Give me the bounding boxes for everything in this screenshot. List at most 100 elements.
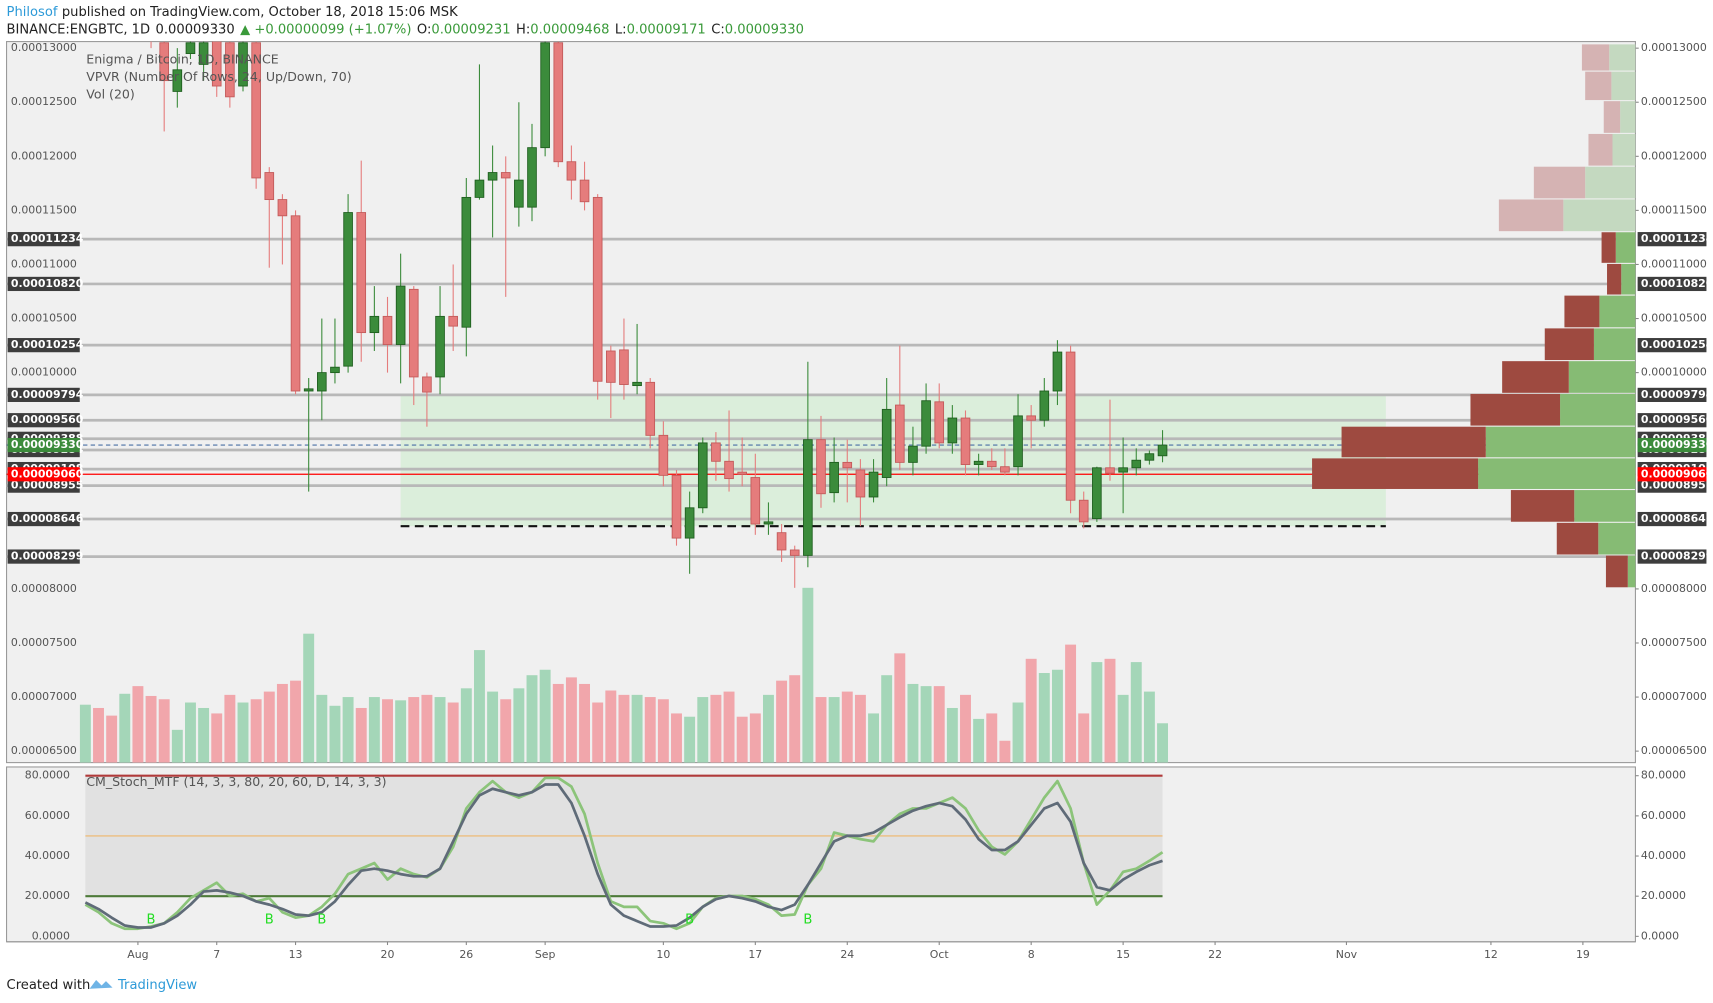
volume-bar <box>1130 662 1142 763</box>
volume-bar <box>631 694 643 763</box>
volume-bar <box>841 691 853 763</box>
stoch-y-tick-label: 40.0000 <box>25 849 70 862</box>
candle-body <box>553 42 564 163</box>
price-label-box <box>7 478 80 493</box>
price-label: 0.00011234 <box>11 232 84 245</box>
stoch-line <box>84 783 1163 929</box>
y-tick-label: 0.00012000 <box>1641 149 1707 162</box>
candle-body <box>658 434 669 476</box>
candle-body <box>1026 415 1036 421</box>
y-tick-label: 0.00010000 <box>1641 366 1707 379</box>
volume-bar <box>460 688 472 763</box>
price-label-box <box>1637 467 1707 482</box>
candle-body <box>1065 351 1076 501</box>
price-label-box <box>1637 232 1707 247</box>
price-label-box <box>7 338 80 353</box>
volume-bar <box>920 686 932 763</box>
vpvr-down <box>1312 458 1479 489</box>
price-label-box <box>1637 437 1707 453</box>
published: published on TradingView.com, October 18… <box>62 5 458 20</box>
volume-bar <box>395 700 407 763</box>
candle-body <box>881 408 892 478</box>
vpvr-up <box>1485 426 1636 458</box>
candle-body <box>789 549 800 556</box>
candle-body <box>829 461 839 494</box>
candle-body <box>264 172 275 201</box>
volume-bar <box>999 740 1011 763</box>
symbol-line: BINANCE:ENGBTC, 1D 0.00009330 ▲ +0.0000009… <box>7 22 804 37</box>
price-label-box <box>7 413 80 428</box>
vpvr-up <box>1560 393 1636 426</box>
price-label-box <box>7 467 80 482</box>
candle-body <box>671 474 682 539</box>
candle-body <box>579 179 590 203</box>
y-tick-label: 0.00013000 <box>1641 41 1707 54</box>
y-tick-label: 0.00011500 <box>11 203 77 216</box>
x-tick-label: 19 <box>1576 948 1590 961</box>
candle-body <box>435 315 445 378</box>
x-tick-label: Oct <box>930 948 950 961</box>
volume-bar <box>1078 713 1090 763</box>
vpvr-down <box>1603 101 1621 133</box>
candle-body <box>225 42 235 98</box>
price-label-box <box>7 437 80 453</box>
symbol: BINANCE:ENGBTC, 1D <box>7 22 151 37</box>
price-label-box <box>1637 511 1707 527</box>
vpvr-up <box>1568 361 1636 393</box>
volume-bar <box>303 633 315 763</box>
vpvr-up <box>1620 101 1636 133</box>
vpvr-down <box>1341 426 1486 458</box>
volume-bar <box>263 691 275 763</box>
vpvr-up <box>1615 232 1636 263</box>
ohlc-value: 0.00009171 <box>627 22 706 37</box>
candle-body <box>356 212 367 334</box>
x-tick-label: 17 <box>748 948 762 961</box>
brand-logo <box>89 980 113 989</box>
volume-bar <box>79 704 91 763</box>
candle-body <box>159 42 169 82</box>
price-label: 0.00009330 <box>1641 438 1713 451</box>
price-label-box <box>7 387 80 402</box>
volume-bar <box>1117 694 1129 763</box>
candle-body <box>1092 467 1102 520</box>
footer-brand: TradingView <box>117 978 197 993</box>
volume-bar <box>973 718 985 763</box>
candle-body <box>1013 415 1023 468</box>
volume-bar <box>421 694 433 763</box>
x-tick-label: 8 <box>1028 948 1035 961</box>
volume-bar <box>224 694 236 763</box>
change: ▲ +0.00000099 (+1.07%) <box>240 22 411 37</box>
volume-bar <box>723 691 735 763</box>
vpvr-up <box>1612 133 1636 166</box>
volume-bar <box>776 680 788 763</box>
price-label-box <box>7 276 80 292</box>
candle-body <box>868 471 879 498</box>
volume-bar <box>697 697 709 763</box>
volume-bar <box>565 677 577 763</box>
candle-body <box>934 401 945 444</box>
legend-item: Enigma / Bitcoin, 1D, BINANCE <box>86 52 278 67</box>
vpvr-down <box>1502 361 1569 393</box>
vpvr-down <box>1498 199 1564 232</box>
candle-body <box>303 388 314 392</box>
candle-body <box>540 42 550 149</box>
y-tick-label: 0.00010500 <box>11 312 77 325</box>
candle-body <box>369 315 380 334</box>
candle-body <box>606 350 616 383</box>
volume-bar <box>749 713 761 763</box>
candle-body <box>172 69 183 92</box>
volume-bar <box>552 683 564 763</box>
price-label-box <box>1637 413 1707 428</box>
stoch-y-tick-label: 60.0000 <box>25 809 70 822</box>
volume-bar <box>93 707 104 763</box>
vpvr-up <box>1593 328 1636 361</box>
price-label: 0.00009060 <box>1641 467 1713 480</box>
volume-bar <box>828 697 840 763</box>
vpvr-down <box>1470 393 1561 426</box>
volume-bar <box>132 686 144 763</box>
vpvr-down <box>1585 71 1612 101</box>
buy-signal: B <box>685 912 694 927</box>
volume-bar <box>1065 644 1077 763</box>
candle-body <box>645 381 656 436</box>
